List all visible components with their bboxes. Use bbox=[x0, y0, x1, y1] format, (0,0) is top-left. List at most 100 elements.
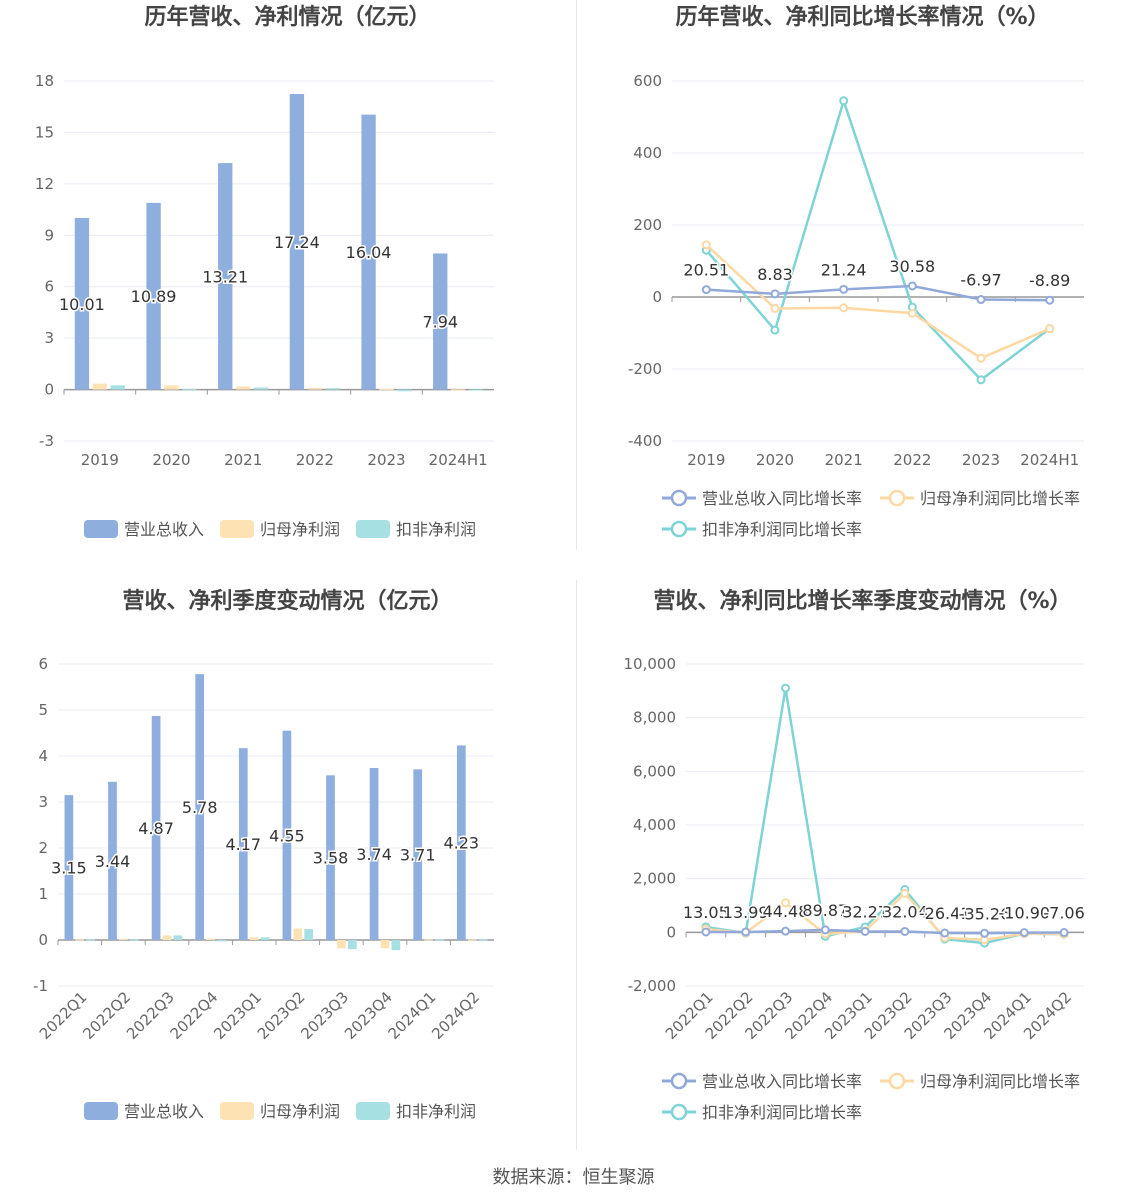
data-label: 8.83 bbox=[757, 265, 793, 284]
bar bbox=[195, 674, 205, 940]
data-label: 44.48 bbox=[763, 902, 809, 921]
chart-title: 营收、净利同比增长率季度变动情况（%） bbox=[653, 588, 1071, 614]
y-tick-label: 9 bbox=[44, 226, 54, 244]
bar bbox=[173, 935, 183, 940]
legend-label: 归母净利润同比增长率 bbox=[920, 1072, 1080, 1091]
series-line bbox=[705, 243, 1051, 360]
x-tick-label: 2023Q3 bbox=[297, 988, 352, 1043]
bar bbox=[108, 781, 117, 940]
legend-label: 营业总收入同比增长率 bbox=[702, 1072, 862, 1091]
data-point bbox=[770, 289, 780, 299]
y-tick-label: 6,000 bbox=[633, 762, 676, 780]
legend-label: 归母净利润 bbox=[260, 520, 340, 539]
legend-swatch bbox=[356, 1102, 390, 1120]
data-point bbox=[1059, 928, 1069, 938]
legend-swatch bbox=[888, 1072, 906, 1090]
chart-title: 历年营收、净利情况（亿元） bbox=[144, 4, 430, 30]
legend-label: 归母净利润 bbox=[260, 1102, 340, 1121]
data-point bbox=[940, 928, 950, 938]
legend-item: 归母净利润同比增长率 bbox=[880, 1072, 1080, 1091]
legend-item: 营业总收入同比增长率 bbox=[662, 489, 862, 508]
data-label: 16.04 bbox=[346, 243, 392, 262]
data-point bbox=[701, 240, 711, 250]
bar bbox=[206, 938, 215, 940]
y-tick-label: 1 bbox=[38, 885, 48, 903]
panel-divider bbox=[576, 580, 577, 1150]
y-tick-label: 18 bbox=[35, 72, 54, 90]
chart-svg: 历年营收、净利情况（亿元） -3 0 3 6 9 12 15 18 2019 2020 2021 202… bbox=[35, 4, 494, 539]
data-label: 4.55 bbox=[269, 826, 305, 845]
series-line bbox=[705, 687, 1065, 945]
x-tick-label: 2022Q3 bbox=[123, 988, 178, 1043]
bar bbox=[325, 388, 340, 390]
data-point bbox=[1045, 295, 1055, 305]
legend-label: 扣非净利润 bbox=[396, 1102, 476, 1121]
legend-item: 扣非净利润同比增长率 bbox=[662, 520, 862, 539]
data-label: 3.71 bbox=[400, 846, 436, 865]
legend-label: 营业总收入 bbox=[124, 520, 204, 539]
annual-growth-rate-chart: 历年营收、净利同比增长率情况（%） -400 -200 0 200 400 600 2019 2… bbox=[578, 0, 1147, 560]
bar bbox=[369, 767, 379, 940]
bar bbox=[326, 775, 335, 940]
x-tick-label: 2024Q1 bbox=[385, 988, 440, 1043]
data-label: -7.06 bbox=[1043, 904, 1084, 923]
data-point bbox=[907, 308, 917, 318]
y-tick-label: 8,000 bbox=[633, 709, 676, 727]
legend-swatch bbox=[670, 1072, 688, 1090]
data-point bbox=[976, 375, 986, 385]
legend-swatch bbox=[670, 489, 688, 507]
legend-label: 扣非净利润同比增长率 bbox=[702, 1103, 862, 1122]
data-label: 5.78 bbox=[182, 798, 218, 817]
y-tick-label: 0 bbox=[38, 931, 48, 949]
bar bbox=[413, 769, 423, 940]
x-tick-label: 2022Q2 bbox=[79, 988, 134, 1043]
data-label: 10.01 bbox=[59, 295, 105, 314]
x-tick-label: 2021 bbox=[825, 451, 863, 469]
y-tick-label: -400 bbox=[628, 432, 662, 450]
legend-item: 营业总收入同比增长率 bbox=[662, 1072, 862, 1091]
bar bbox=[146, 202, 161, 390]
legend-swatch bbox=[84, 1102, 118, 1120]
y-tick-label: 2 bbox=[38, 839, 48, 857]
bar bbox=[478, 939, 488, 941]
data-point bbox=[980, 928, 989, 938]
bar bbox=[182, 389, 197, 391]
bar bbox=[379, 389, 394, 391]
bar bbox=[86, 939, 96, 941]
x-tick-label: 2021 bbox=[224, 451, 262, 469]
x-tick-label: 2022Q4 bbox=[167, 988, 222, 1043]
bar bbox=[467, 939, 477, 941]
y-tick-label: 10,000 bbox=[624, 655, 677, 673]
bar bbox=[217, 940, 226, 942]
y-tick-label: 4 bbox=[38, 747, 48, 765]
data-label: 89.87 bbox=[802, 901, 848, 920]
y-tick-label: 0 bbox=[666, 923, 676, 941]
data-label: -35.26 bbox=[959, 904, 1011, 923]
legend-swatch bbox=[356, 520, 390, 538]
chart-svg: 历年营收、净利同比增长率情况（%） -400 -200 0 200 400 600 2019 2… bbox=[628, 4, 1084, 539]
data-point bbox=[900, 888, 910, 898]
legend-swatch bbox=[220, 520, 254, 538]
y-tick-label: 2,000 bbox=[633, 870, 676, 888]
x-tick-label: 2024Q2 bbox=[428, 988, 483, 1043]
legend-label: 扣非净利润同比增长率 bbox=[702, 520, 862, 539]
x-tick-label: 2020 bbox=[756, 451, 794, 469]
x-tick-label: 2024H1 bbox=[1020, 451, 1079, 469]
y-tick-label: -1 bbox=[33, 977, 48, 995]
legend-label: 营业总收入同比增长率 bbox=[702, 489, 862, 508]
bar bbox=[249, 937, 259, 940]
x-tick-label: 2024H1 bbox=[429, 451, 488, 469]
legend-item: 扣非净利润 bbox=[356, 1102, 476, 1121]
chart-svg: 营收、净利季度变动情况（亿元）-101234562022Q12022Q22022… bbox=[33, 588, 494, 1121]
bar bbox=[337, 940, 346, 949]
chart-title: 营收、净利季度变动情况（亿元） bbox=[122, 588, 452, 614]
bar bbox=[75, 939, 85, 941]
bar bbox=[435, 939, 444, 941]
y-tick-label: 3 bbox=[38, 793, 48, 811]
series-line bbox=[706, 284, 1050, 302]
legend-item: 归母净利润 bbox=[220, 520, 340, 539]
chart-title: 历年营收、净利同比增长率情况（%） bbox=[675, 4, 1049, 30]
data-point bbox=[781, 926, 790, 936]
bar bbox=[151, 715, 161, 940]
bar bbox=[307, 387, 322, 390]
